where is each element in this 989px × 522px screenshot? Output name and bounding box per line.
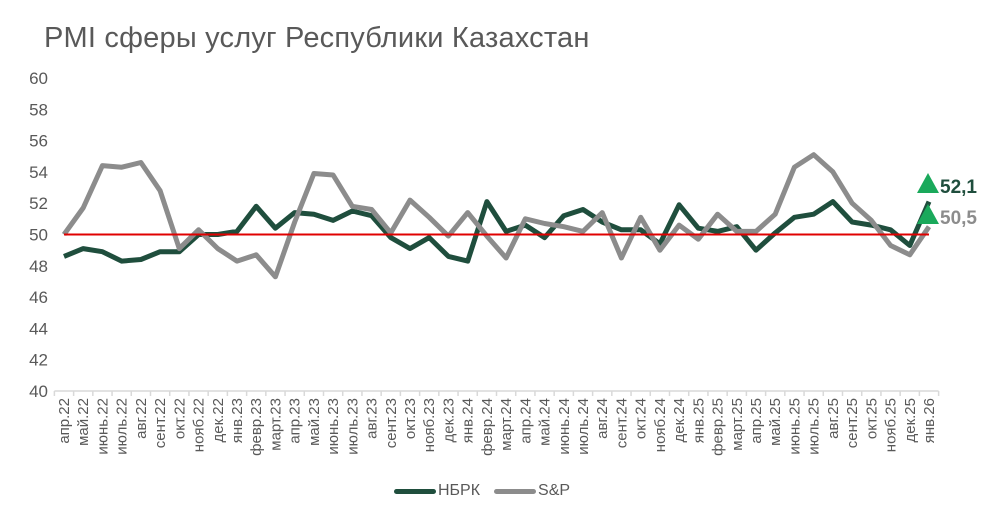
x-tick-label: авг.22 <box>133 398 150 439</box>
y-tick-label: 42 <box>29 351 48 370</box>
triangle-up-icon <box>917 204 939 224</box>
x-tick-label: нояб.22 <box>191 398 208 452</box>
y-tick-label: 48 <box>29 257 48 276</box>
x-tick-label: нояб.24 <box>652 398 669 452</box>
x-tick-label: апр.24 <box>517 398 534 444</box>
y-tick-label: 60 <box>29 69 48 88</box>
x-tick-label: сент.24 <box>613 398 630 448</box>
y-tick-label: 40 <box>29 382 48 401</box>
x-tick-label: нояб.25 <box>883 398 900 452</box>
y-tick-label: 50 <box>29 226 48 245</box>
triangle-up-icon <box>917 173 939 193</box>
x-tick-label: янв.26 <box>921 398 938 443</box>
x-tick-label: сент.25 <box>844 398 861 448</box>
x-tick-label: июль.25 <box>806 398 823 455</box>
y-tick-label: 52 <box>29 194 48 213</box>
x-tick-label: апр.22 <box>56 398 73 444</box>
y-tick-label: 56 <box>29 132 48 151</box>
x-tick-label: янв.24 <box>460 398 477 443</box>
series-line-sp <box>61 152 932 280</box>
legend-label-sp: S&P <box>538 482 571 499</box>
x-tick-label: апр.25 <box>748 398 765 444</box>
x-tick-label: июль.22 <box>114 398 131 455</box>
y-tick-label: 46 <box>29 288 48 307</box>
x-tick-label: окт.23 <box>402 398 419 439</box>
x-tick-label: окт.24 <box>633 398 650 439</box>
x-tick-label: май.23 <box>306 398 323 446</box>
x-tick-label: июль.23 <box>344 398 361 455</box>
x-tick-label: июнь.25 <box>786 398 803 455</box>
x-tick-label: сент.22 <box>152 398 169 448</box>
x-tick-label: окт.22 <box>171 398 188 439</box>
legend-item-sp: S&P <box>494 482 570 500</box>
x-tick-label: авг.25 <box>825 398 842 439</box>
chart-title: PMI сферы услуг Республики Казахстан <box>44 22 590 54</box>
end-label-sp: 50,5 <box>940 208 977 229</box>
x-tick-label: март.23 <box>267 398 284 451</box>
y-tick-label: 58 <box>29 100 48 119</box>
x-tick-label: апр.23 <box>287 398 304 444</box>
x-tick-label: март.24 <box>498 398 515 451</box>
legend-label-nbrk: НБРК <box>438 482 481 499</box>
x-tick-label: авг.23 <box>364 398 381 439</box>
legend-swatch-nbrk <box>394 488 436 494</box>
x-tick-label: май.22 <box>75 398 92 446</box>
x-tick-label: дек.24 <box>671 398 688 443</box>
x-tick-label: авг.24 <box>594 398 611 439</box>
x-tick-label: дек.23 <box>440 398 457 443</box>
x-tick-label: февр.24 <box>479 398 496 456</box>
x-tick-label: дек.25 <box>902 398 919 443</box>
legend-item-nbrk: НБРК <box>394 482 480 500</box>
y-tick-label: 54 <box>29 163 48 182</box>
y-tick-label: 44 <box>29 319 48 338</box>
x-tick-label: февр.23 <box>248 398 265 456</box>
x-tick-label: сент.23 <box>383 398 400 448</box>
legend: НБРК S&P <box>394 482 584 500</box>
x-tick-label: март.25 <box>729 398 746 451</box>
x-tick-label: февр.25 <box>710 398 727 456</box>
end-label-nbrk: 52,1 <box>940 177 977 198</box>
x-tick-label: дек.22 <box>210 398 227 443</box>
legend-swatch-sp <box>494 488 537 494</box>
x-tick-label: июнь.24 <box>556 398 573 455</box>
x-tick-label: май.24 <box>537 398 554 446</box>
x-tick-label: окт.25 <box>863 398 880 439</box>
x-tick-label: янв.25 <box>690 398 707 443</box>
x-tick-label: май.25 <box>767 398 784 446</box>
x-tick-label: июнь.23 <box>325 398 342 455</box>
x-tick-label: янв.23 <box>229 398 246 443</box>
x-tick-label: июнь.22 <box>94 398 111 455</box>
x-tick-label: июль.24 <box>575 398 592 455</box>
x-tick-label: нояб.23 <box>421 398 438 452</box>
